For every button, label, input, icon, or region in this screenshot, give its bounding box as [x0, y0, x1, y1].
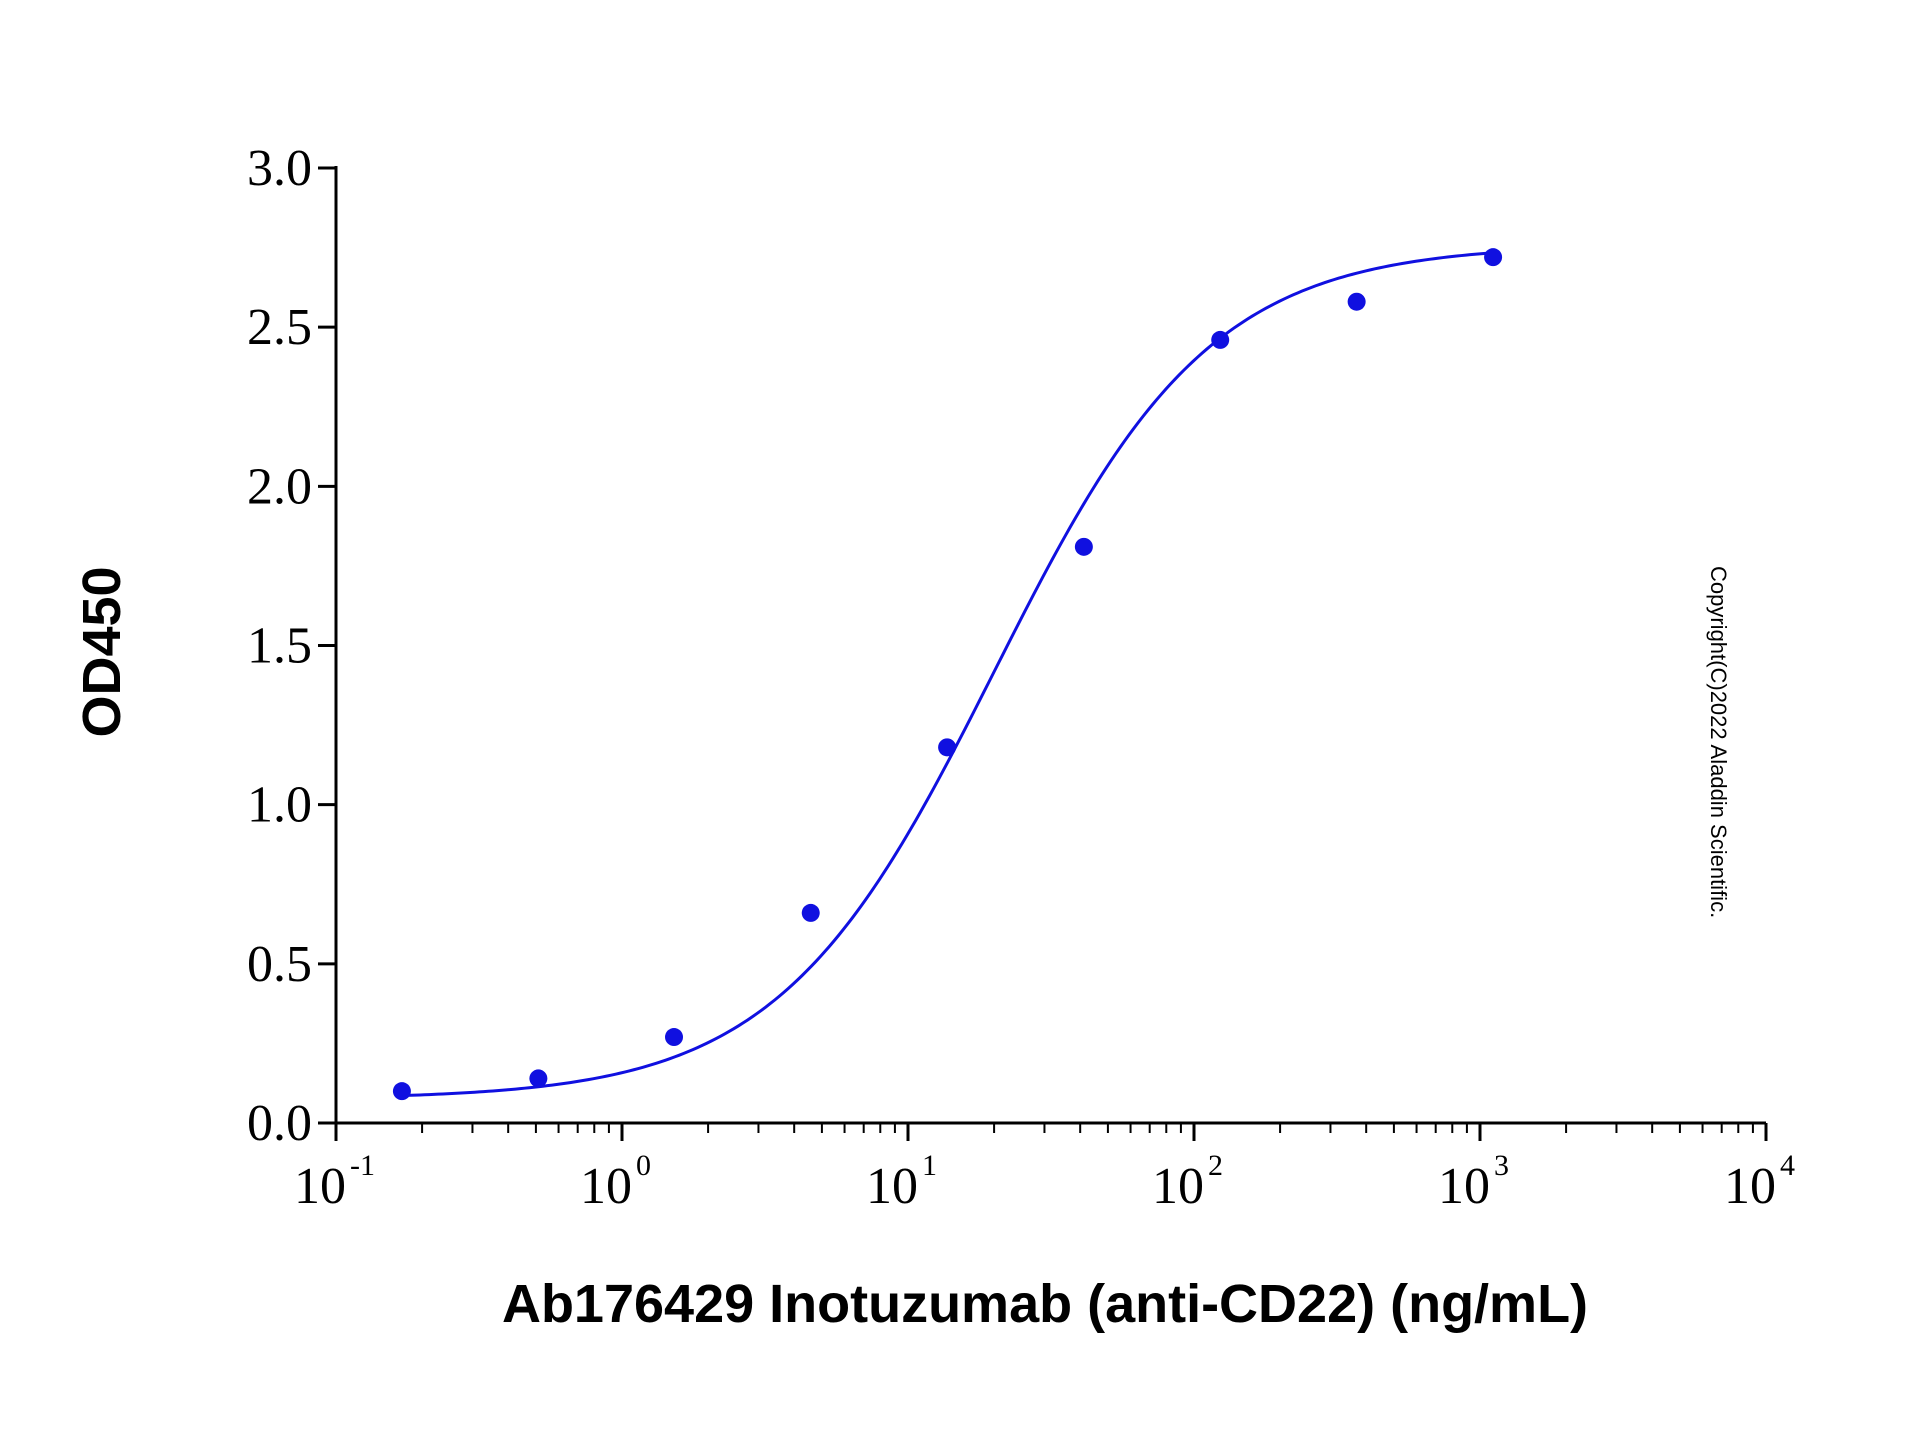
fit-curve — [401, 251, 1494, 1098]
data-point — [1484, 248, 1503, 267]
data-point — [1347, 292, 1366, 311]
y-tick-label: 1.5 — [247, 618, 312, 675]
x-tick-label-exponent: 3 — [1494, 1149, 1509, 1182]
data-points-layer — [392, 248, 1503, 1101]
x-tick-label-exponent: 2 — [1208, 1149, 1223, 1182]
y-tick-label: 3.0 — [247, 140, 312, 197]
y-tick-label: 2.0 — [247, 458, 312, 515]
x-tick-label-exponent: 1 — [922, 1149, 937, 1182]
x-tick-label-base: 10 — [866, 1158, 918, 1215]
data-point — [392, 1082, 411, 1101]
y-tick-label: 0.5 — [247, 936, 312, 993]
x-axis-title: Ab176429 Inotuzumab (anti-CD22) (ng/mL) — [502, 1274, 1588, 1334]
data-point — [529, 1069, 548, 1088]
x-tick-label-base: 10 — [1724, 1158, 1776, 1215]
x-tick-label-base: 10 — [294, 1158, 346, 1215]
x-tick-label-exponent: 4 — [1780, 1149, 1795, 1182]
x-tick-label-base: 10 — [580, 1158, 632, 1215]
data-point — [1211, 330, 1230, 349]
axes: 0.00.51.01.52.02.53.010 -1 10 0 10 1 10 2 10 3 10 4 — [247, 140, 1795, 1215]
data-point — [665, 1028, 684, 1047]
data-point — [938, 738, 957, 757]
x-tick-label-base: 10 — [1152, 1158, 1204, 1215]
data-point — [1074, 537, 1093, 556]
fit-curve-layer — [401, 251, 1494, 1098]
y-tick-label: 0.0 — [247, 1095, 312, 1152]
y-tick-label: 2.5 — [247, 299, 312, 356]
x-tick-label-exponent: 0 — [636, 1149, 651, 1182]
copyright-annotation: Copyright(C)2022 Aladdin Scientific. — [1706, 566, 1731, 918]
y-axis-title: OD450 — [72, 566, 132, 737]
x-tick-label-base: 10 — [1438, 1158, 1490, 1215]
y-tick-label: 1.0 — [247, 777, 312, 834]
data-point — [801, 903, 820, 922]
x-tick-label-exponent: -1 — [350, 1149, 375, 1182]
